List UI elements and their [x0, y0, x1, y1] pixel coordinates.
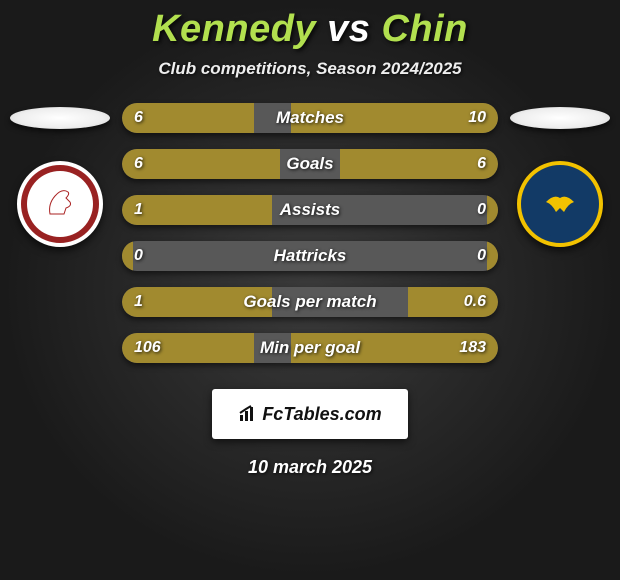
footer-brand-label: FcTables.com	[262, 404, 381, 425]
date-text: 10 march 2025	[0, 457, 620, 478]
stat-row-hattricks: 00Hattricks	[122, 241, 498, 271]
subtitle: Club competitions, Season 2024/2025	[0, 59, 620, 79]
stat-label: Goals	[122, 149, 498, 179]
eagle-icon	[540, 184, 580, 224]
comparison-content: 610Matches 66Goals 10Assists 00Hattricks 10.…	[0, 103, 620, 379]
right-name-pill	[510, 107, 610, 129]
stat-row-goals: 66Goals	[122, 149, 498, 179]
left-club-badge	[17, 161, 103, 247]
page-title: Kennedy vs Chin	[0, 0, 620, 51]
stat-label: Goals per match	[122, 287, 498, 317]
footer-brand-badge[interactable]: FcTables.com	[212, 389, 408, 439]
stat-label: Hattricks	[122, 241, 498, 271]
stat-label: Min per goal	[122, 333, 498, 363]
left-club-badge-inner	[27, 171, 93, 237]
stat-row-min-per-goal: 106183Min per goal	[122, 333, 498, 363]
bars-icon	[238, 405, 260, 423]
left-name-pill	[10, 107, 110, 129]
title-vs: vs	[327, 8, 370, 50]
left-side	[8, 103, 112, 379]
right-side	[508, 103, 612, 379]
stat-row-matches: 610Matches	[122, 103, 498, 133]
stat-row-goals-per-match: 10.6Goals per match	[122, 287, 498, 317]
right-club-badge	[517, 161, 603, 247]
stat-label: Assists	[122, 195, 498, 225]
title-right: Chin	[381, 8, 467, 50]
footer-brand-text: FcTables.com	[238, 404, 381, 425]
title-left: Kennedy	[152, 8, 316, 50]
right-club-badge-inner	[527, 171, 593, 237]
stats-bars: 610Matches 66Goals 10Assists 00Hattricks 10.…	[112, 103, 508, 379]
stat-row-assists: 10Assists	[122, 195, 498, 225]
stat-label: Matches	[122, 103, 498, 133]
horse-icon	[40, 184, 80, 224]
